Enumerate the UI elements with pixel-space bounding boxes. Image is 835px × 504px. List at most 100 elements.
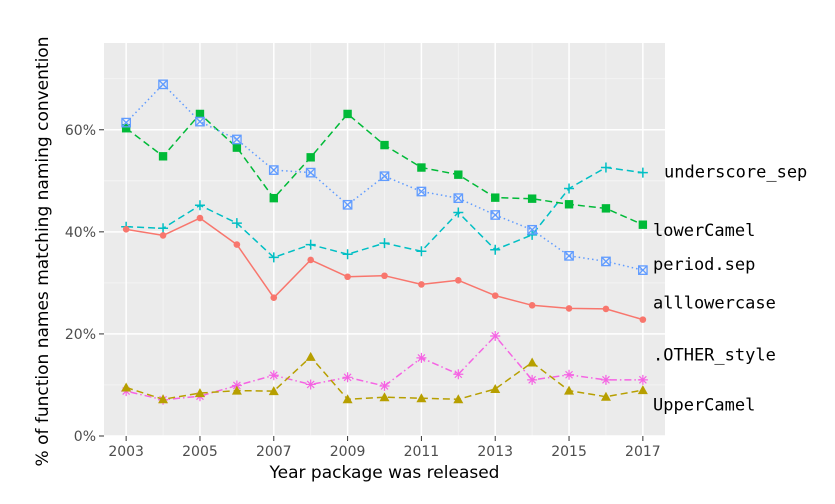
- marker-cross: [269, 165, 279, 175]
- data-point: [527, 194, 537, 203]
- marker-box: [232, 134, 242, 145]
- marker-cross: [527, 225, 537, 235]
- data-point: [454, 170, 463, 179]
- y-axis-title: % of function names matching naming conv…: [33, 37, 53, 467]
- data-point: [194, 388, 205, 398]
- data-point: [342, 394, 353, 404]
- data-point: [269, 193, 278, 203]
- data-point: [158, 394, 169, 404]
- series-label: period.sep: [653, 255, 755, 275]
- data-point: [268, 370, 279, 381]
- data-point: [602, 305, 610, 313]
- data-point: [305, 351, 316, 361]
- data-point: [637, 167, 648, 178]
- data-point: [342, 249, 353, 260]
- series-line: [125, 356, 644, 401]
- marker-box: [268, 165, 279, 175]
- data-point: [453, 193, 464, 204]
- data-point: [268, 165, 279, 175]
- data-point: [344, 273, 351, 281]
- series-labels: underscore_sep lowerCamel period.sep alllow…: [653, 163, 807, 416]
- series-label: underscore_sep: [664, 163, 807, 183]
- data-point: [637, 385, 648, 395]
- series-lowercamel: [121, 109, 648, 229]
- data-point: [232, 143, 242, 152]
- marker-box: [121, 117, 131, 128]
- data-point: [194, 200, 205, 211]
- marker-box: [601, 256, 611, 267]
- x-tick-label: 2013: [477, 444, 513, 460]
- series-layer: [121, 79, 648, 405]
- data-point: [527, 374, 538, 385]
- marker-box: [305, 167, 316, 178]
- data-point: [159, 232, 167, 239]
- x-tick-label: 2007: [256, 444, 292, 460]
- series-uppercamel: [121, 351, 648, 404]
- marker-cross: [564, 251, 574, 261]
- y-axis: 0% 20% 40% 60%: [65, 123, 104, 445]
- data-point: [268, 252, 279, 263]
- data-point: [491, 292, 499, 299]
- data-point: [307, 256, 314, 264]
- x-tick-label: 2017: [625, 444, 661, 460]
- data-point: [416, 352, 427, 363]
- data-point: [233, 241, 241, 248]
- marker-box: [527, 224, 537, 235]
- marker-cross: [416, 186, 427, 197]
- series-label: .OTHER_style: [653, 345, 776, 365]
- x-tick-label: 2011: [404, 444, 440, 460]
- data-point: [453, 207, 464, 218]
- x-tick-label: 2003: [108, 444, 144, 460]
- data-point: [601, 256, 611, 267]
- data-point: [196, 214, 204, 222]
- data-point: [490, 384, 501, 394]
- marker-cross: [342, 200, 353, 210]
- y-tick-label: 60%: [65, 123, 96, 139]
- marker-box: [564, 250, 574, 261]
- series-alllowercase: [122, 214, 647, 323]
- data-point: [638, 265, 648, 275]
- data-point: [232, 134, 242, 145]
- marker-box: [638, 265, 648, 275]
- data-point: [637, 374, 648, 385]
- data-point: [453, 369, 464, 380]
- marker-cross: [158, 79, 168, 90]
- data-point: [342, 199, 353, 210]
- data-point: [527, 224, 537, 235]
- data-point: [305, 379, 316, 390]
- data-point: [343, 109, 352, 119]
- data-point: [158, 152, 168, 161]
- marker-cross: [121, 117, 131, 128]
- x-tick-label: 2005: [182, 444, 218, 460]
- data-point: [528, 302, 536, 309]
- data-point: [231, 385, 242, 395]
- marker-box: [453, 193, 464, 204]
- marker-cross: [453, 193, 463, 203]
- data-point: [490, 210, 501, 220]
- data-point: [379, 380, 390, 391]
- data-point: [122, 225, 130, 233]
- data-point: [270, 294, 278, 301]
- data-point: [379, 392, 390, 402]
- data-point: [305, 167, 316, 178]
- data-point: [490, 244, 501, 255]
- marker-box: [379, 171, 390, 182]
- marker-box: [195, 116, 205, 127]
- data-point: [527, 229, 538, 240]
- data-point: [565, 305, 573, 312]
- data-point: [158, 223, 169, 234]
- marker-cross: [638, 265, 648, 275]
- data-point: [564, 200, 574, 209]
- data-point: [564, 183, 575, 194]
- data-point: [600, 162, 611, 173]
- data-point: [416, 246, 427, 257]
- y-tick-label: 40%: [65, 225, 96, 241]
- data-point: [121, 124, 131, 133]
- marker-cross: [490, 210, 500, 220]
- x-axis-title: Year package was released: [269, 463, 500, 483]
- marker-box: [490, 210, 501, 220]
- data-point: [306, 153, 315, 162]
- y-tick-label: 0%: [74, 429, 96, 445]
- data-point: [121, 382, 132, 392]
- data-point: [600, 391, 611, 401]
